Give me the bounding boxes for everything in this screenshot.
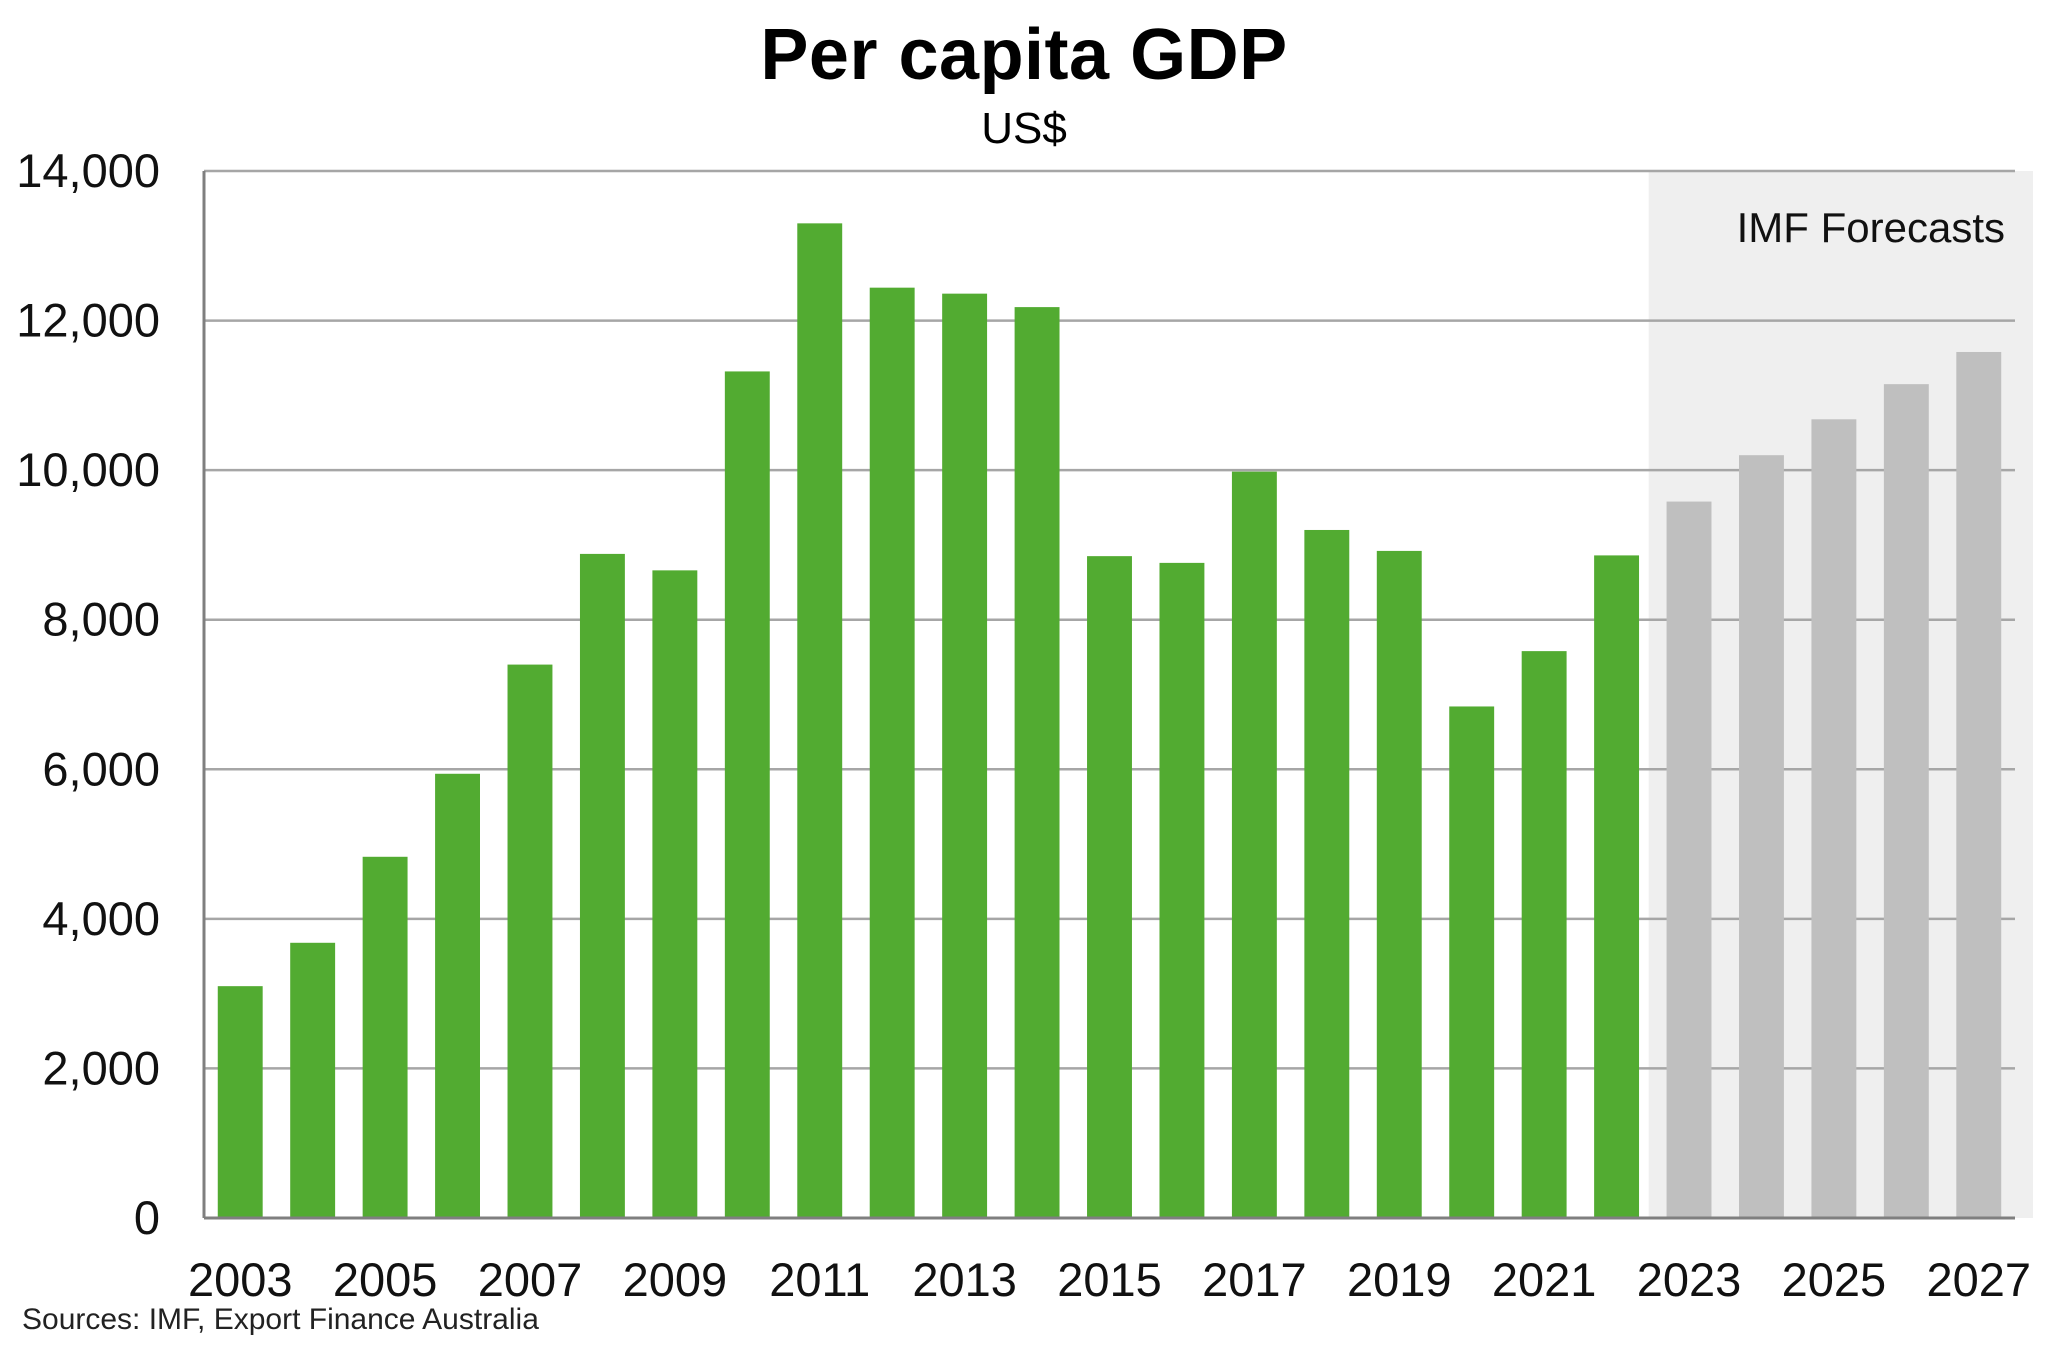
x-tick-label: 2021 (1492, 1253, 1597, 1306)
y-axis-ticks: 0 2,000 4,000 6,000 8,000 10,000 12,000 14,000 (16, 144, 160, 1244)
bar (797, 223, 843, 1219)
chart-subtitle: US$ (981, 104, 1067, 153)
bar (217, 986, 263, 1218)
bar (652, 570, 698, 1218)
source-note: Sources: IMF, Export Finance Australia (22, 1303, 539, 1336)
x-tick-label: 2015 (1057, 1253, 1162, 1306)
bar (1449, 706, 1495, 1218)
forecast-bar (1811, 419, 1857, 1218)
x-tick-label: 2027 (1926, 1253, 2031, 1306)
x-tick-label: 2013 (912, 1253, 1017, 1306)
bar (724, 371, 770, 1218)
x-tick-label: 2007 (478, 1253, 583, 1306)
x-tick-label: 2025 (1782, 1253, 1887, 1306)
bar (362, 856, 408, 1218)
bar (1014, 307, 1060, 1218)
forecast-bar (1739, 455, 1784, 1219)
y-tick-label: 12,000 (16, 294, 160, 347)
y-tick-label: 10,000 (16, 443, 160, 496)
bar (1304, 529, 1350, 1218)
bar (579, 553, 625, 1218)
x-tick-label: 2005 (333, 1253, 438, 1306)
bar (1231, 471, 1277, 1219)
x-tick-label: 2003 (188, 1253, 293, 1306)
bar (507, 664, 553, 1218)
bar (1521, 651, 1567, 1218)
bar (435, 773, 480, 1218)
y-tick-label: 2,000 (42, 1041, 160, 1094)
x-axis-ticks: 2003 2005 2007 2009 2011 2013 2015 2017 2019 2021… (188, 1253, 2031, 1306)
x-tick-label: 2019 (1347, 1253, 1452, 1306)
bar (1376, 550, 1422, 1218)
bar (942, 293, 988, 1218)
bar (869, 287, 915, 1218)
bar (290, 942, 336, 1218)
y-tick-label: 0 (134, 1191, 160, 1244)
y-tick-label: 8,000 (42, 593, 160, 646)
forecast-annotation: IMF Forecasts (1737, 204, 2005, 251)
bar (1087, 556, 1132, 1218)
x-tick-label: 2017 (1202, 1253, 1307, 1306)
x-tick-label: 2023 (1637, 1253, 1742, 1306)
bar (1159, 562, 1205, 1218)
x-tick-label: 2011 (769, 1253, 870, 1306)
bar (1594, 555, 1640, 1218)
chart-title: Per capita GDP (760, 15, 1288, 95)
x-tick-label: 2009 (623, 1253, 728, 1306)
bars (217, 223, 2002, 1219)
forecast-bar (1666, 501, 1712, 1218)
y-tick-label: 6,000 (42, 742, 160, 795)
forecast-bar (1956, 351, 2002, 1218)
y-tick-label: 14,000 (16, 144, 160, 197)
forecast-bar (1883, 384, 1929, 1218)
y-tick-label: 4,000 (42, 892, 160, 945)
